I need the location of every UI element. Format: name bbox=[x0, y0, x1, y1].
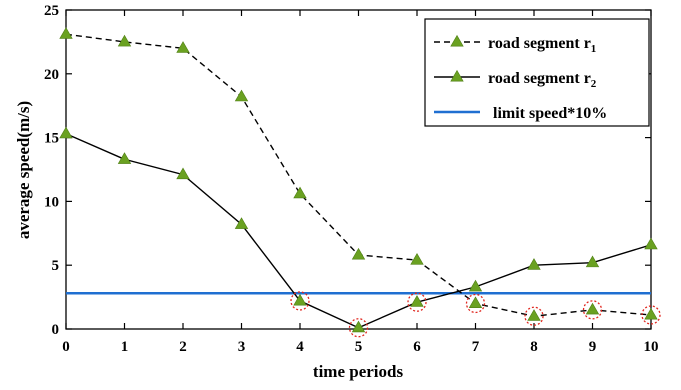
y-tick-label: 20 bbox=[44, 67, 59, 83]
y-tick-label: 0 bbox=[52, 322, 60, 338]
legend-marker-r1 bbox=[450, 34, 464, 47]
legend-label-r1: road segment r1 bbox=[488, 35, 596, 55]
x-tick-label: 9 bbox=[589, 339, 597, 355]
series-point-r1 bbox=[527, 309, 541, 321]
highlight-circle bbox=[465, 293, 486, 314]
legend-box bbox=[424, 18, 650, 127]
x-tick-label: 5 bbox=[355, 339, 363, 355]
series-point-r2 bbox=[293, 293, 307, 306]
series-point-r1 bbox=[585, 302, 600, 315]
x-tick-label: 0 bbox=[62, 339, 70, 355]
x-tick-label: 10 bbox=[644, 339, 659, 355]
y-tick-label: 10 bbox=[44, 194, 59, 210]
legend-marker-r2 bbox=[450, 69, 464, 82]
highlight-circle bbox=[641, 305, 661, 325]
series-point-r2 bbox=[644, 237, 658, 250]
y-tick-label: 15 bbox=[44, 131, 59, 147]
series-point-r1 bbox=[468, 296, 483, 309]
series-point-r2 bbox=[468, 279, 483, 292]
x-tick-label: 3 bbox=[238, 339, 246, 355]
x-tick-label: 1 bbox=[121, 339, 129, 355]
x-axis-label: time periods bbox=[313, 362, 404, 381]
series-point-r2 bbox=[117, 152, 132, 164]
legend: road segment r1 road segment r2 limit spee… bbox=[424, 18, 650, 127]
x-tick-label: 6 bbox=[413, 339, 421, 355]
series-line-r2 bbox=[65, 133, 652, 329]
highlight-circle bbox=[582, 300, 603, 320]
x-tick-label: 7 bbox=[472, 339, 480, 355]
highlight-circle bbox=[407, 292, 427, 312]
series-point-r2 bbox=[527, 258, 541, 270]
x-tick-label: 2 bbox=[179, 339, 187, 355]
y-axis-label: average speed(m/s) bbox=[14, 101, 33, 239]
series-point-r1 bbox=[117, 34, 132, 47]
legend-label-r2: road segment r2 bbox=[488, 70, 597, 90]
series-point-r1 bbox=[293, 186, 307, 199]
highlight-circle bbox=[524, 306, 544, 326]
series-point-r1 bbox=[644, 307, 658, 320]
series-point-r2 bbox=[585, 255, 600, 268]
series-point-r1 bbox=[234, 89, 249, 102]
series-point-r2 bbox=[234, 217, 249, 229]
series-point-r2 bbox=[410, 295, 424, 307]
series-point-r1 bbox=[410, 252, 424, 265]
x-tick-label: 4 bbox=[296, 339, 304, 355]
x-tick-label: 8 bbox=[530, 339, 538, 355]
series-point-r2 bbox=[59, 126, 73, 139]
series-point-r2 bbox=[176, 167, 190, 180]
series-point-r1 bbox=[351, 247, 366, 260]
series-point-r1 bbox=[59, 27, 73, 39]
highlight-circle bbox=[290, 291, 310, 311]
y-tick-label: 5 bbox=[52, 258, 60, 274]
y-tick-label: 25 bbox=[44, 3, 59, 19]
series-point-r2 bbox=[351, 320, 366, 333]
legend-label-limit: limit speed*10% bbox=[493, 105, 607, 122]
series-point-r1 bbox=[176, 41, 190, 53]
highlight-circle bbox=[348, 318, 369, 338]
